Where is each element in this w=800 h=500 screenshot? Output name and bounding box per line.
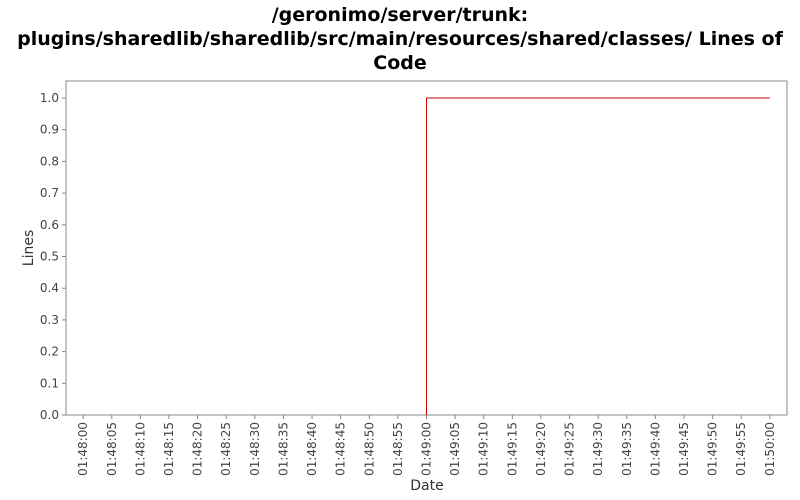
y-tick-label: 0.7 xyxy=(40,186,59,200)
x-tick-label: 01:48:55 xyxy=(391,422,405,476)
y-tick-label: 0.3 xyxy=(40,313,59,327)
chart-title-line-1: /geronimo/server/trunk: xyxy=(272,4,529,26)
y-tick-label: 0.2 xyxy=(40,345,59,359)
x-tick-label: 01:49:55 xyxy=(734,422,748,476)
x-tick-label: 01:49:50 xyxy=(706,422,720,476)
y-tick-label: 0.0 xyxy=(40,408,59,422)
y-tick-label: 0.6 xyxy=(40,218,59,232)
y-tick-label: 0.8 xyxy=(40,154,59,168)
x-tick-label: 01:49:45 xyxy=(677,422,691,476)
x-tick-label: 01:49:10 xyxy=(477,422,491,476)
chart-title-line-3: Code xyxy=(373,52,426,74)
chart-title: /geronimo/server/trunk: plugins/sharedli… xyxy=(17,4,784,74)
x-tick-label: 01:49:05 xyxy=(448,422,462,476)
x-tick-label: 01:49:15 xyxy=(505,422,519,476)
y-tick-label: 0.5 xyxy=(40,250,59,264)
x-tick-label: 01:48:50 xyxy=(362,422,376,476)
x-tick-label: 01:48:35 xyxy=(276,422,290,476)
y-tick-label: 0.4 xyxy=(40,281,59,295)
series-layer xyxy=(426,97,770,415)
x-tick-label: 01:48:00 xyxy=(76,422,90,476)
x-tick-label: 01:48:30 xyxy=(248,422,262,476)
x-tick-label: 01:48:15 xyxy=(162,422,176,476)
x-tick-label: 01:49:40 xyxy=(648,422,662,476)
y-tick-label: 0.1 xyxy=(40,376,59,390)
y-tick-label: 0.9 xyxy=(40,123,59,137)
x-tick-label: 01:49:30 xyxy=(591,422,605,476)
x-axis-label: Date xyxy=(410,478,443,494)
y-axis-label: Lines xyxy=(21,230,37,266)
x-tick-label: 01:48:25 xyxy=(219,422,233,476)
x-tick-label: 01:48:45 xyxy=(334,422,348,476)
x-tick-label: 01:49:35 xyxy=(620,422,634,476)
x-tick-label: 01:49:00 xyxy=(420,422,434,476)
x-tick-label: 01:48:40 xyxy=(305,422,319,476)
x-tick-label: 01:48:10 xyxy=(133,422,147,476)
x-tick-label: 01:48:05 xyxy=(105,422,119,476)
x-tick-label: 01:48:20 xyxy=(191,422,205,476)
x-tick-label: 01:50:00 xyxy=(763,422,777,476)
x-tick-label: 01:49:25 xyxy=(563,422,577,476)
y-axis: 0.0 0.1 0.2 0.3 0.4 0.5 0.6 0.7 0.8 0.9 1.0 xyxy=(40,91,66,422)
y-tick-label: 1.0 xyxy=(40,91,59,105)
chart-title-line-2: plugins/sharedlib/sharedlib/src/main/res… xyxy=(17,28,784,50)
series-line xyxy=(426,97,770,415)
x-tick-label: 01:49:20 xyxy=(534,422,548,476)
x-axis: 01:48:00 01:48:05 01:48:10 01:48:15 01:48:20… xyxy=(76,415,777,476)
